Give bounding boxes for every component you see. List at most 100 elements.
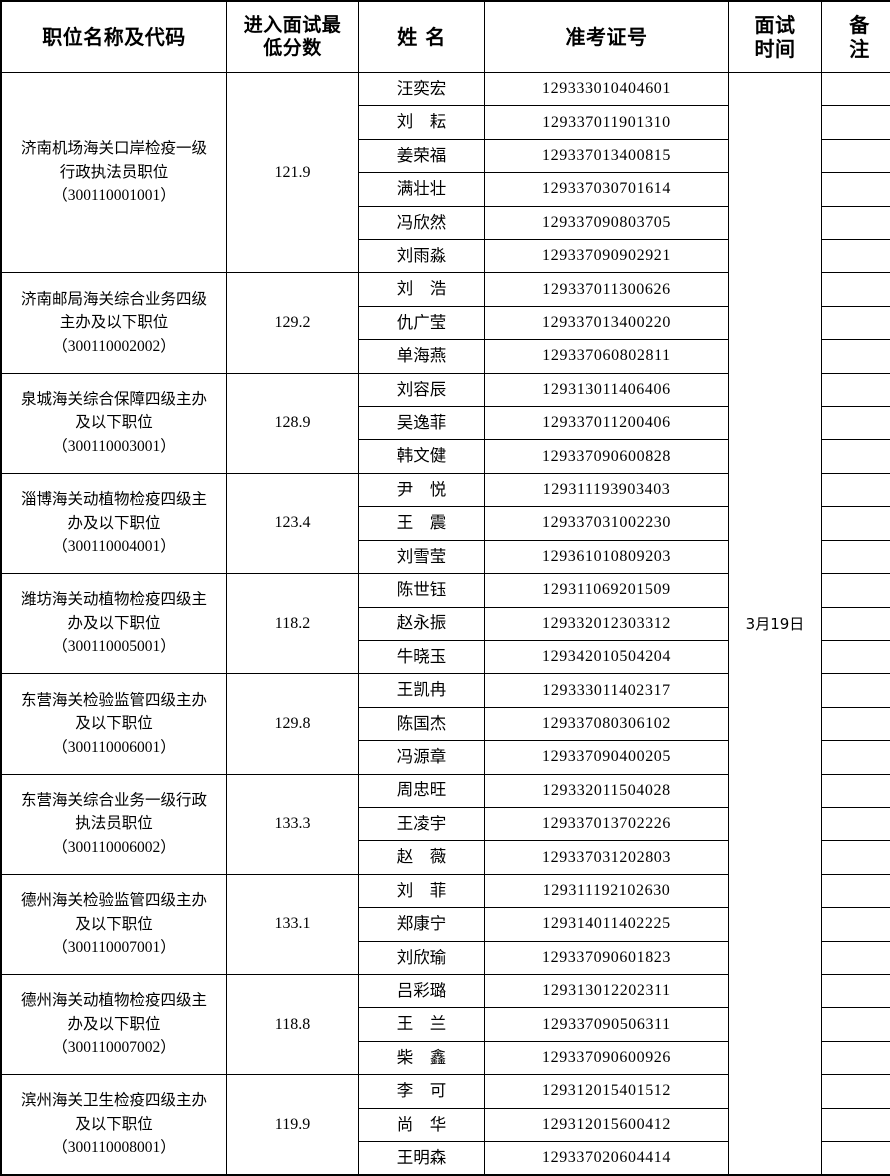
min-score-cell: 129.8 (226, 673, 359, 775)
remark-cell (821, 840, 890, 875)
candidate-name-cell: 冯源章 (358, 740, 485, 775)
candidate-name-cell: 满壮壮 (358, 172, 485, 207)
candidate-name-cell: 仇广莹 (358, 305, 485, 341)
ticket-number-cell: 129313011406406 (484, 372, 729, 408)
position-name-line: 泉城海关综合保障四级主办 (20, 390, 207, 408)
position-name-line: 及以下职位 (75, 1115, 153, 1133)
table-row: 泉城海关综合保障四级主办 及以下职位 （300110003001） 128.9 刘容辰 1… (0, 372, 890, 474)
table-row: 尚 华 129312015600412 (1, 1107, 890, 1143)
position-name-line: 及以下职位 (75, 414, 153, 432)
column-header-name: 姓 名 (358, 0, 485, 73)
ticket-number-cell: 129342010504204 (484, 639, 729, 675)
table-row: 陈国杰 129337080306102 (1, 706, 890, 742)
ticket-number-cell: 129337080306102 (484, 706, 729, 742)
remark-cell (821, 406, 890, 441)
column-header-ticket: 准考证号 (484, 0, 729, 73)
column-header-min-score: 进入面试最 低分数 (226, 0, 359, 73)
position-name-line: 淄博海关动植物检疫四级主 (20, 491, 207, 509)
table-row: 济南机场海关口岸检疫一级 行政执法员职位 （300110001001） 121.9 汪奕… (0, 71, 890, 1176)
ticket-number-cell: 129337030701614 (484, 172, 729, 207)
remark-cell (821, 539, 890, 575)
candidate-name-cell: 王凌宇 (358, 806, 485, 842)
position-code: （300110007001） (52, 939, 176, 957)
position-name-line: 德州海关检验监管四级主办 (20, 892, 207, 910)
remark-cell (821, 773, 890, 808)
table-row: 刘 耘 129337011901310 (1, 105, 890, 140)
min-score-cell: 118.2 (226, 573, 359, 675)
min-score-cell: 133.3 (226, 773, 359, 875)
position-name-line: 及以下职位 (75, 915, 153, 933)
position-cell: 德州海关动植物检疫四级主 办及以下职位 （300110007002） (0, 973, 227, 1076)
position-cell: 东营海关综合业务一级行政 执法员职位 （300110006002） (0, 773, 227, 875)
table-row: 王凌宇 129337013702226 (1, 806, 890, 842)
position-cell: 济南邮局海关综合业务四级 主办及以下职位 （300110002002） (0, 272, 227, 374)
min-score-cell: 119.9 (226, 1074, 359, 1176)
candidate-name-cell: 牛晓玉 (358, 639, 485, 675)
position-code: （300110005001） (52, 638, 176, 656)
position-code: （300110002002） (52, 337, 176, 355)
table-row: 赵 薇 129337031202803 (1, 840, 890, 875)
remark-cell (821, 639, 890, 675)
ticket-number-cell: 129332012303312 (484, 606, 729, 641)
candidate-name-cell: 吴逸菲 (358, 406, 485, 441)
ticket-number-cell: 129311193903403 (484, 472, 729, 508)
table-row: 东营海关检验监管四级主办 及以下职位 （300110006001） 129.8 王凯冉 1… (0, 673, 890, 775)
min-score-cell: 123.4 (226, 472, 359, 575)
min-score-line-1: 进入面试最 (243, 13, 342, 36)
ticket-number-cell: 129337020604414 (484, 1141, 729, 1176)
candidate-name-cell: 冯欣然 (358, 205, 485, 241)
candidate-name-cell: 王明森 (358, 1141, 485, 1176)
table-body: 济南机场海关口岸检疫一级 行政执法员职位 （300110001001） 121.9 汪奕… (0, 71, 890, 1176)
candidate-name-cell: 尹 悦 (358, 472, 485, 508)
position-code: （300110006002） (52, 838, 176, 856)
table-row: 郑康宁 129314011402225 (1, 907, 890, 942)
candidate-name-cell: 刘雨淼 (358, 239, 485, 274)
ticket-number-cell: 129313012202311 (484, 973, 729, 1009)
min-score-cell: 118.8 (226, 973, 359, 1076)
table-row: 单海燕 129337060802811 (1, 339, 890, 374)
table-row: 冯欣然 129337090803705 (1, 205, 890, 241)
table-row: 王明森 129337020604414 (1, 1141, 890, 1176)
column-header-position: 职位名称及代码 (0, 0, 227, 73)
position-name-line: 济南机场海关口岸检疫一级 (20, 140, 207, 158)
remark-line-2: 注 (849, 37, 870, 61)
ticket-number-cell: 129337090600926 (484, 1040, 729, 1076)
ticket-number-cell: 129311192102630 (484, 873, 729, 909)
position-cell: 济南机场海关口岸检疫一级 行政执法员职位 （300110001001） (0, 71, 227, 274)
ticket-number-cell: 129337013400815 (484, 138, 729, 174)
candidate-name-cell: 王 兰 (358, 1007, 485, 1042)
min-score-line-2: 低分数 (263, 37, 322, 59)
ticket-number-cell: 129333011402317 (484, 673, 729, 708)
ticket-number-cell: 129332011504028 (484, 773, 729, 808)
remark-cell (821, 439, 890, 474)
ticket-number-cell: 129337031202803 (484, 840, 729, 875)
table-row: 济南邮局海关综合业务四级 主办及以下职位 （300110002002） 129.2 刘 … (0, 272, 890, 374)
table-row: 德州海关动植物检疫四级主 办及以下职位 （300110007002） 118.8 吕彩璐… (0, 973, 890, 1076)
ticket-number-cell: 129337011901310 (484, 105, 729, 140)
table-row: 姜荣福 129337013400815 (1, 138, 890, 174)
ticket-number-cell: 129312015401512 (484, 1074, 729, 1109)
remark-cell (821, 1007, 890, 1042)
ticket-number-cell: 129337060802811 (484, 339, 729, 374)
ticket-number-cell: 129333010404601 (484, 71, 729, 107)
ticket-number-cell: 129337031002230 (484, 506, 729, 541)
candidate-name-cell: 姜荣福 (358, 138, 485, 174)
table-row: 刘欣瑜 129337090601823 (1, 940, 890, 975)
table-row: 韩文健 129337090600828 (1, 439, 890, 474)
table-header: 职位名称及代码 进入面试最 低分数 姓 名 准考证号 面试 时间 备 注 (0, 0, 890, 73)
candidate-name-cell: 陈国杰 (358, 706, 485, 742)
table-row: 柴 鑫 129337090600926 (1, 1040, 890, 1076)
position-code: （300110006001） (52, 738, 176, 756)
position-name-line: 执法员职位 (75, 815, 153, 833)
candidate-name-cell: 韩文健 (358, 439, 485, 474)
candidate-name-cell: 刘 浩 (358, 272, 485, 307)
ticket-number-cell: 129337013702226 (484, 806, 729, 842)
min-score-cell: 129.2 (226, 272, 359, 374)
table-row: 王 兰 129337090506311 (1, 1007, 890, 1042)
position-cell: 泉城海关综合保障四级主办 及以下职位 （300110003001） (0, 372, 227, 474)
candidate-name-cell: 刘欣瑜 (358, 940, 485, 975)
table-row: 刘雪莹 129361010809203 (1, 539, 890, 575)
remark-cell (821, 706, 890, 742)
candidate-name-cell: 单海燕 (358, 339, 485, 374)
